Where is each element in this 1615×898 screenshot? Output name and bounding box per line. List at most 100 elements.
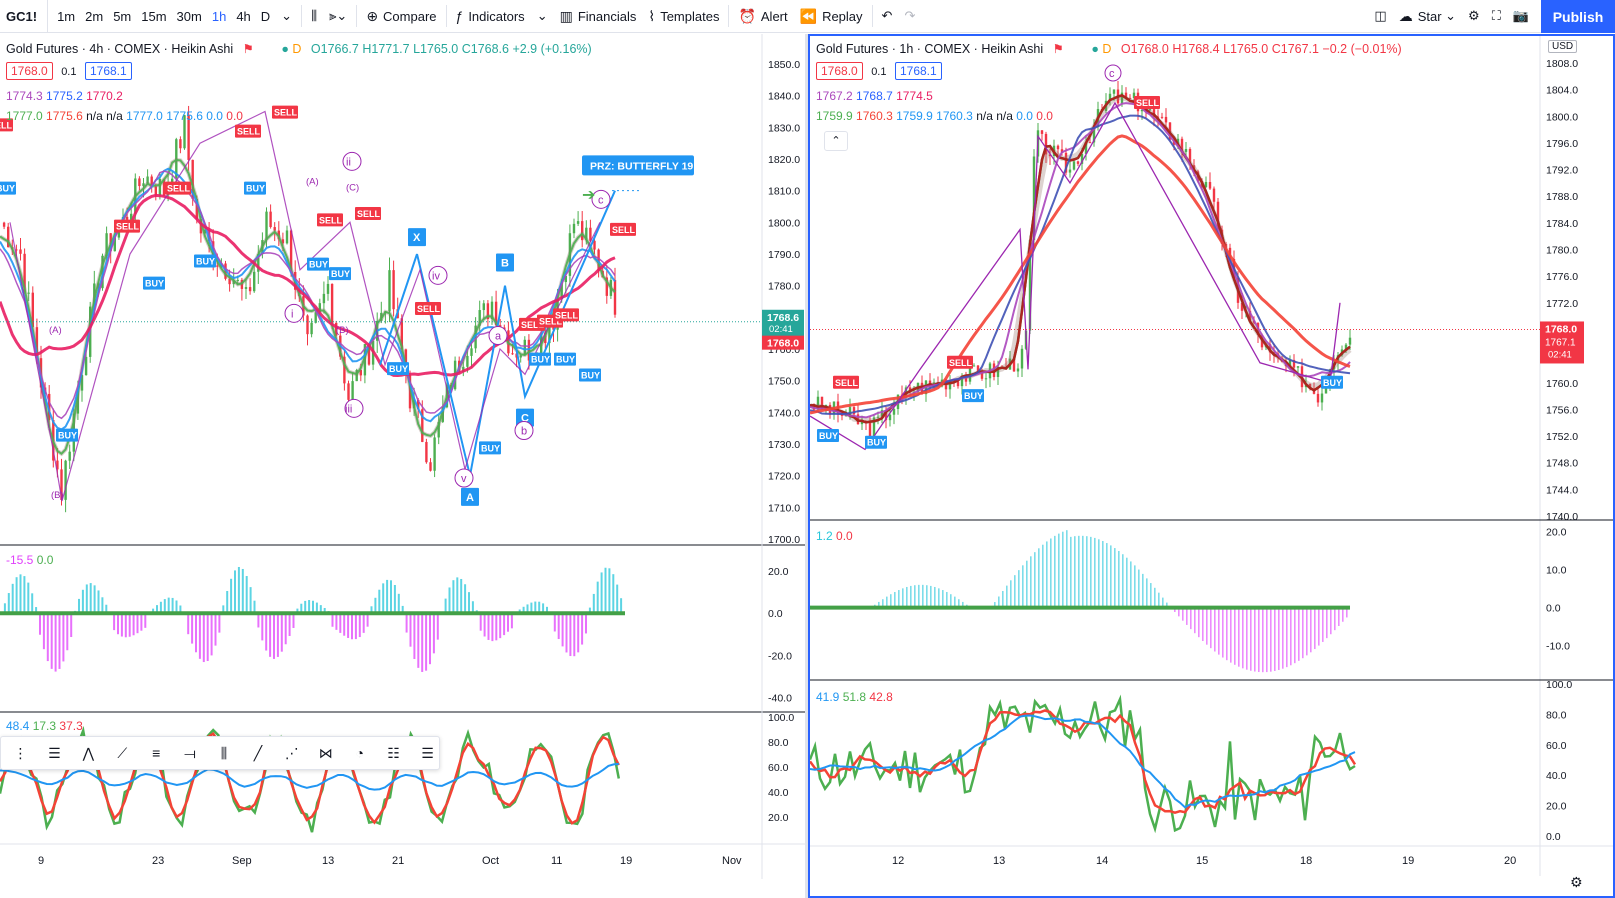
right-ask[interactable]: 1768.1 bbox=[894, 62, 942, 80]
candle-body bbox=[1068, 169, 1072, 173]
osc-bar bbox=[1290, 607, 1292, 666]
layout-name-button[interactable]: ☁ Star ⌄ bbox=[1398, 7, 1457, 24]
horizontal-lines-tool-icon[interactable]: ☰ bbox=[48, 744, 61, 761]
candle-body bbox=[470, 348, 473, 356]
current-price-badge bbox=[1540, 321, 1584, 364]
collapse-legend-button[interactable]: ⌃ bbox=[824, 131, 848, 151]
osc-bar bbox=[1274, 607, 1276, 671]
settings-lines-tool-icon[interactable]: ☷ bbox=[387, 744, 400, 761]
chevron-down-icon: ⌄ bbox=[536, 8, 548, 23]
more-tools-icon[interactable]: ☰ bbox=[421, 744, 434, 761]
left-bid[interactable]: 1768.0 bbox=[6, 62, 53, 80]
left-chart-canvas[interactable]: 1850.0 1840.0 1830.0 1820.0 1810.0 1800.0 1790… bbox=[0, 34, 805, 898]
osc-bar bbox=[42, 613, 45, 650]
buy-signal bbox=[817, 429, 839, 443]
price-tick-label: 1748.0 bbox=[1546, 458, 1578, 470]
bar-style-button[interactable]: ⫼ bbox=[305, 0, 323, 33]
right-bid[interactable]: 1768.0 bbox=[816, 62, 863, 80]
elliott-wave-tool-icon[interactable]: ⋰ bbox=[284, 744, 299, 761]
price-tick-label: 1700.0 bbox=[768, 534, 800, 546]
abc-pattern-tool-icon[interactable]: ⋀ bbox=[82, 744, 95, 761]
chart-type-button[interactable]: ⫸ ⌄ bbox=[329, 8, 348, 23]
osc-bar bbox=[1106, 543, 1108, 608]
candle-body bbox=[158, 178, 162, 196]
left-ask[interactable]: 1768.1 bbox=[84, 62, 132, 80]
rsi-signal-line bbox=[810, 714, 1356, 809]
candle-body bbox=[872, 417, 876, 440]
interval-1m[interactable]: 1m bbox=[57, 8, 76, 24]
settings-button[interactable]: ⚙ bbox=[1462, 0, 1486, 33]
osc-bar bbox=[425, 613, 428, 671]
horizontal-ray-tool-icon[interactable]: ⟞ bbox=[184, 744, 196, 761]
moving-average-line bbox=[0, 158, 616, 455]
osc-bar bbox=[1134, 565, 1136, 608]
candle-body bbox=[585, 227, 588, 241]
fullscreen-button[interactable]: ⛶ bbox=[1486, 0, 1507, 33]
right-chart-panel[interactable]: 1808.0 1804.0 1800.0 1796.0 1792.0 1788.0 1784… bbox=[808, 34, 1615, 898]
parallel-channel-tool-icon[interactable]: ≡ bbox=[152, 745, 161, 761]
candle-body bbox=[191, 159, 194, 200]
osc-bar bbox=[918, 584, 920, 608]
chart-settings-gear-icon[interactable]: ⚙ bbox=[1570, 874, 1583, 890]
osc-bar bbox=[31, 593, 34, 614]
gann-tool-icon[interactable]: ◔ bbox=[355, 745, 364, 761]
interval-5m[interactable]: 5m bbox=[113, 8, 132, 24]
trendline-tool-icon[interactable]: ⟋ bbox=[117, 744, 128, 761]
interval-4h[interactable]: 4h bbox=[236, 8, 251, 24]
osc-bar bbox=[66, 613, 69, 651]
osc-bar bbox=[1334, 607, 1336, 631]
osc-bar bbox=[577, 613, 580, 653]
candle-body bbox=[1132, 92, 1136, 98]
rsi-tick-label: 0.0 bbox=[1546, 831, 1561, 843]
osc-bar bbox=[1098, 539, 1100, 608]
interval-1h[interactable]: 1h bbox=[211, 8, 227, 24]
symbol-search-button[interactable]: GC1! bbox=[0, 0, 49, 33]
snapshot-button[interactable]: 📷 bbox=[1507, 0, 1535, 33]
osc-bar bbox=[569, 613, 572, 657]
candle-body bbox=[257, 254, 260, 272]
candle-body bbox=[848, 407, 852, 416]
interval-15m[interactable]: 15m bbox=[141, 8, 167, 24]
alert-button[interactable]: ⏰ Alert bbox=[738, 7, 788, 24]
osc-bar bbox=[906, 586, 908, 608]
wave-label: (A) bbox=[306, 176, 319, 187]
ray-tool-icon[interactable]: ╱ bbox=[253, 744, 263, 761]
indicators-dropdown[interactable]: ⌄ bbox=[531, 0, 554, 33]
xabcd-pattern-tool-icon[interactable]: ⋈ bbox=[318, 744, 333, 761]
fib-tool-icon[interactable]: ⫼ bbox=[220, 744, 228, 761]
signal-label: BUY bbox=[309, 260, 328, 270]
osc-bar bbox=[241, 568, 244, 614]
last-price-badge bbox=[762, 309, 804, 340]
left-chart-panel[interactable]: 1850.0 1840.0 1830.0 1820.0 1810.0 1800.0 1790… bbox=[0, 34, 805, 898]
interval-D[interactable]: D bbox=[260, 8, 271, 24]
candle-body bbox=[597, 249, 600, 271]
sell-signal bbox=[1134, 95, 1160, 109]
templates-button[interactable]: ⌇ Templates bbox=[648, 7, 720, 24]
drag-handle-icon[interactable]: ⋮ bbox=[13, 744, 28, 761]
layout-select-button[interactable]: ◫ bbox=[1368, 0, 1392, 33]
osc-bar bbox=[378, 589, 381, 614]
currency-label[interactable]: USD bbox=[1548, 40, 1578, 53]
right-chart-canvas[interactable]: 1808.0 1804.0 1800.0 1796.0 1792.0 1788.0 1784… bbox=[810, 36, 1613, 896]
wave-label: iii bbox=[345, 403, 352, 415]
undo-button[interactable]: ↶ bbox=[876, 0, 899, 33]
interval-2m[interactable]: 2m bbox=[85, 8, 104, 24]
indicators-button[interactable]: ƒ Indicators bbox=[455, 8, 525, 24]
compare-button[interactable]: ⊕ Compare bbox=[366, 7, 437, 24]
publish-button[interactable]: Publish bbox=[1541, 0, 1615, 33]
right-rsi-legend: 41.9 51.8 42.8 bbox=[816, 690, 893, 704]
osc-bar bbox=[894, 591, 896, 608]
replay-button[interactable]: ⏪ Replay bbox=[799, 7, 863, 24]
osc-bar bbox=[93, 585, 96, 614]
osc-bar bbox=[46, 613, 49, 662]
redo-button[interactable]: ↷ bbox=[898, 0, 921, 33]
osc-bar bbox=[1294, 607, 1296, 664]
candle-body bbox=[876, 416, 880, 418]
osc-bar bbox=[1090, 536, 1092, 608]
interval-dropdown[interactable]: ⌄ bbox=[275, 0, 298, 33]
panel-divider[interactable] bbox=[805, 34, 808, 898]
financials-button[interactable]: ▥ Financials bbox=[559, 7, 637, 24]
interval-30m[interactable]: 30m bbox=[176, 8, 202, 24]
osc-bar bbox=[954, 596, 956, 608]
buy-signal bbox=[529, 352, 551, 366]
